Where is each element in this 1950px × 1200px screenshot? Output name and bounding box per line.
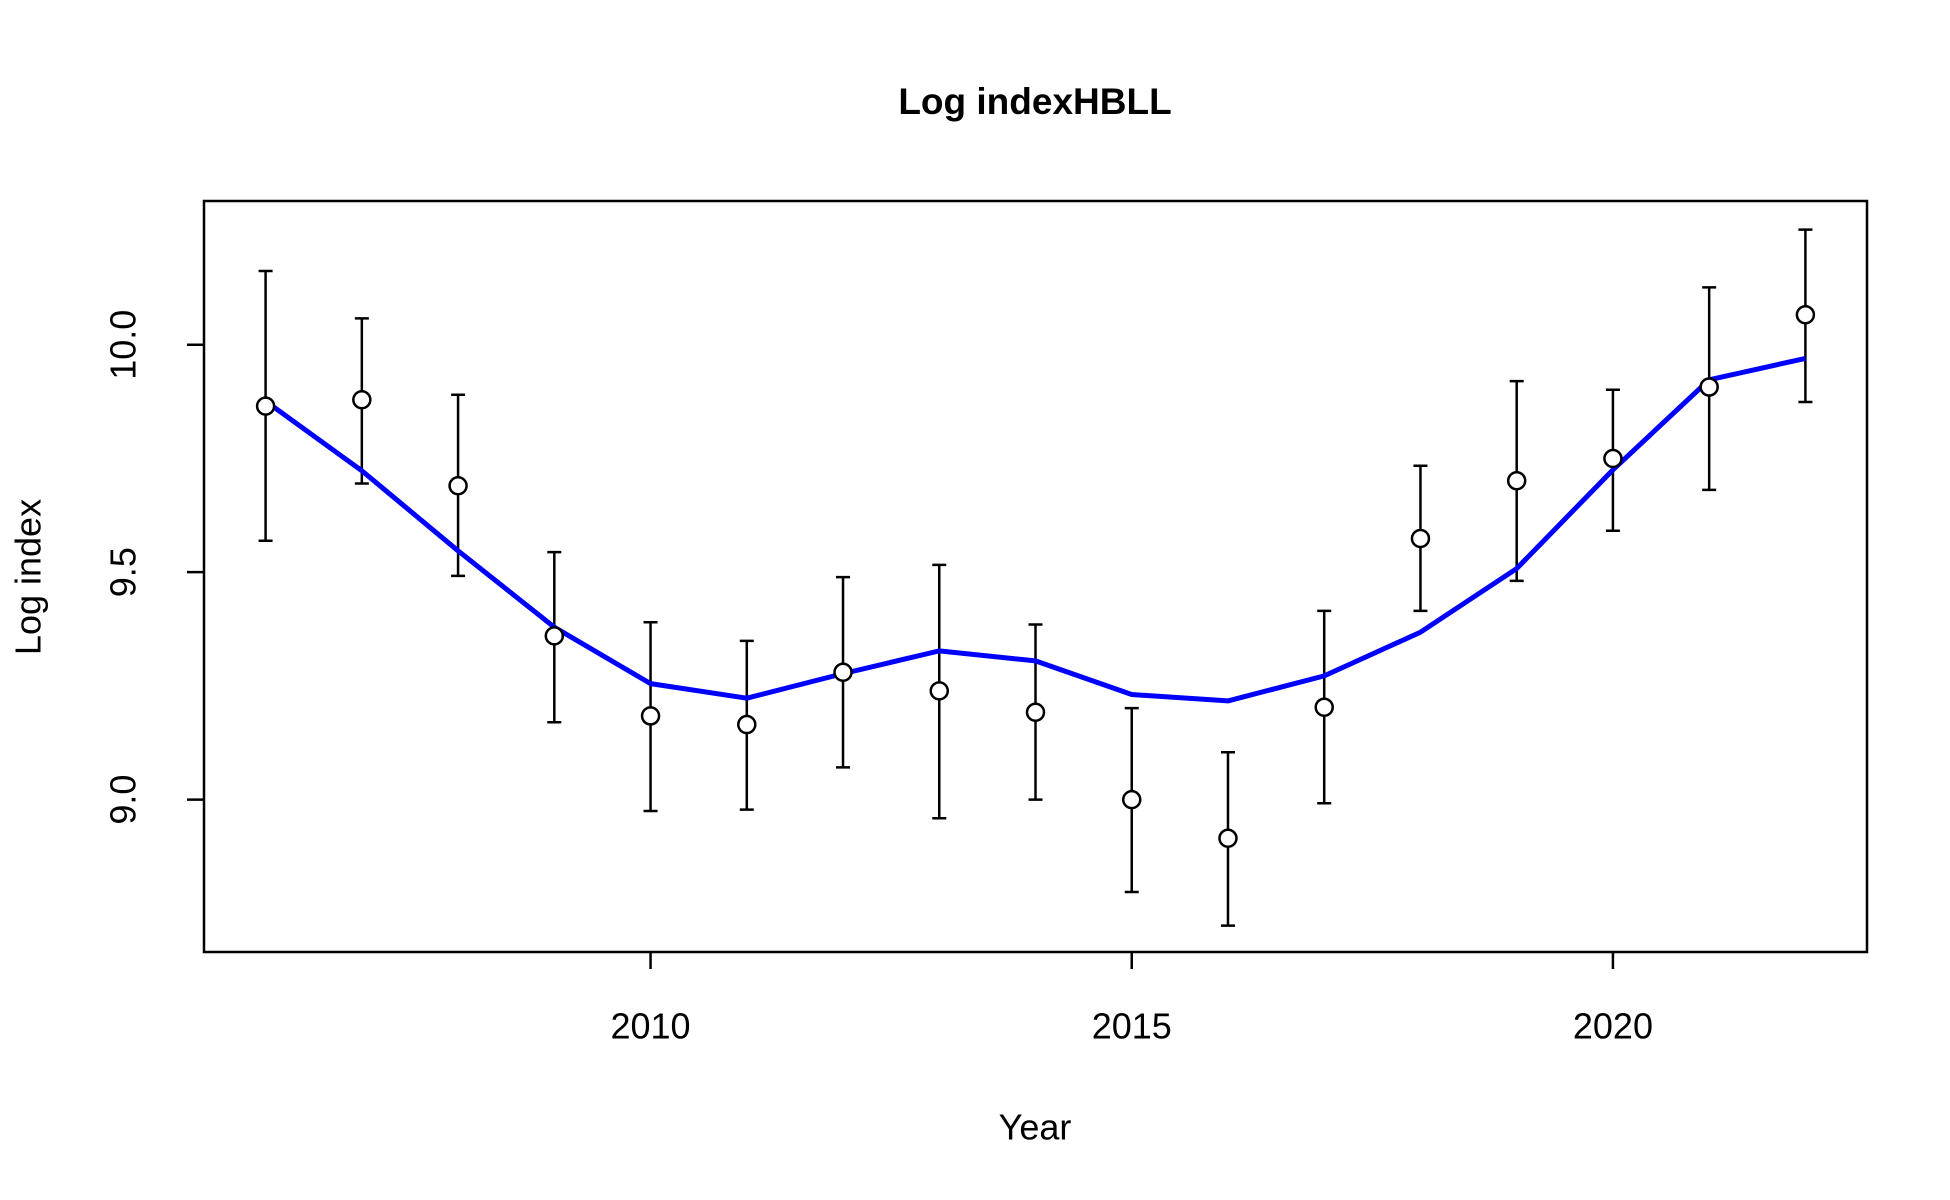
observed-point [255, 396, 276, 416]
fitted-line [264, 355, 1806, 704]
plot-frame [202, 199, 1869, 954]
observed-point [737, 714, 757, 735]
observed-point [833, 662, 853, 683]
x-tick-label: 2015 [1092, 1006, 1172, 1047]
observed-point [1699, 377, 1719, 397]
observed-point [544, 626, 565, 646]
observed-point [1314, 697, 1334, 718]
observed-point [1410, 528, 1431, 549]
chart-title: Log indexHBLL [898, 81, 1171, 122]
observed-point [1795, 304, 1816, 325]
y-tick-label: 9.5 [103, 547, 144, 597]
x-axis-label: Year [999, 1107, 1072, 1148]
observed-point [1025, 702, 1046, 723]
observed-point [1603, 448, 1623, 469]
y-tick-label: 9.0 [103, 775, 144, 825]
observed-point [1218, 828, 1238, 849]
observed-point [448, 476, 468, 496]
y-axis-label: Log index [8, 499, 49, 655]
x-tick-label: 2020 [1573, 1006, 1653, 1047]
observed-point [640, 706, 661, 726]
observed-point [1506, 470, 1527, 491]
observed-point [929, 681, 950, 701]
x-tick-label: 2010 [610, 1006, 690, 1047]
observed-point [1121, 789, 1142, 810]
y-tick-label: 10.0 [103, 310, 144, 380]
observed-point [352, 390, 372, 410]
